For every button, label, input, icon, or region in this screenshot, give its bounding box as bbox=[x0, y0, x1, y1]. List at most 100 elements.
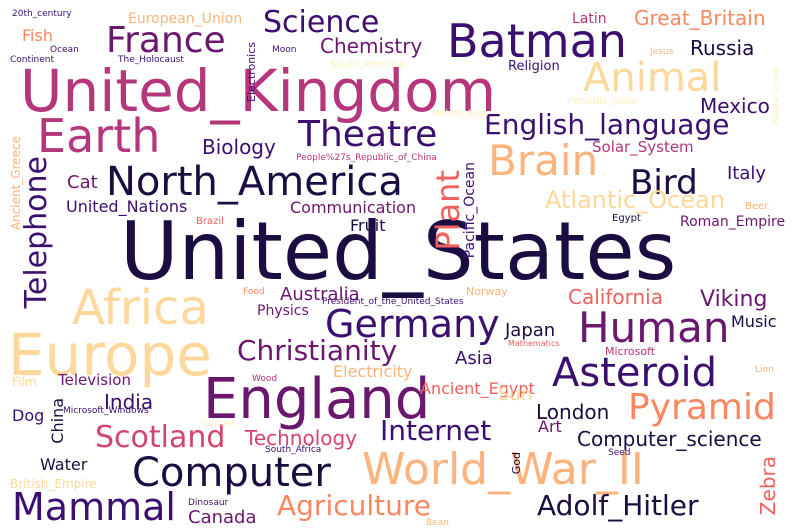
word: California bbox=[568, 285, 663, 309]
word: Mammal bbox=[12, 485, 176, 529]
word: 20th_century bbox=[12, 9, 72, 19]
word: Agriculture bbox=[277, 489, 431, 522]
word: Asteroid bbox=[552, 350, 718, 396]
word: Brazil bbox=[196, 216, 224, 227]
word: Australia bbox=[280, 284, 360, 305]
word: Computer bbox=[132, 450, 331, 496]
word: Internet bbox=[380, 414, 492, 447]
word: President_of_the_United_States bbox=[322, 297, 464, 307]
word: People%27s_Republic_of_China bbox=[296, 153, 437, 163]
word: Europe bbox=[8, 321, 212, 389]
word: Wood bbox=[252, 374, 278, 384]
word: Russia bbox=[690, 36, 755, 60]
word: Earth bbox=[37, 109, 161, 163]
word: English_language bbox=[484, 108, 730, 141]
word: Ancient_Egypt bbox=[420, 379, 535, 398]
word: Zebra bbox=[756, 456, 780, 516]
word: Physics bbox=[257, 303, 309, 319]
word: Human bbox=[578, 303, 730, 352]
word: Dinosaur bbox=[188, 498, 229, 508]
word: Electronics bbox=[245, 42, 258, 102]
word: Viking bbox=[700, 287, 768, 312]
word: Ocean bbox=[50, 45, 79, 55]
word: Science bbox=[263, 5, 380, 40]
word: God bbox=[510, 452, 523, 475]
word: Asia bbox=[455, 348, 493, 369]
word: Mexico bbox=[700, 94, 770, 118]
word: Periodic_table bbox=[568, 96, 638, 107]
word: Lion bbox=[755, 365, 774, 375]
word: Great_Britain bbox=[634, 6, 766, 30]
word: Italy bbox=[727, 163, 767, 184]
word: Theatre bbox=[298, 114, 438, 155]
word: Ancient_Greece bbox=[9, 136, 23, 231]
word: Dog bbox=[12, 406, 45, 425]
word: Pacific_Ocean bbox=[462, 162, 478, 259]
word: Norway bbox=[466, 285, 508, 298]
word: United_States bbox=[120, 205, 677, 298]
word: Seed bbox=[608, 448, 631, 458]
word: Adolf_Hitler bbox=[537, 489, 699, 522]
word: Mathematics bbox=[508, 339, 560, 348]
word: Latin bbox=[572, 11, 607, 27]
word: Communication bbox=[290, 198, 417, 217]
word: Computer_science bbox=[577, 427, 762, 451]
word: Chemistry bbox=[320, 34, 423, 58]
word: Plant bbox=[429, 170, 467, 251]
word: Biology bbox=[202, 135, 276, 159]
word: Japan bbox=[505, 320, 556, 341]
word: Technology bbox=[245, 426, 358, 450]
word: South_America bbox=[330, 59, 406, 70]
word: Batman bbox=[447, 14, 627, 68]
word: Water bbox=[40, 455, 88, 474]
word: Bean bbox=[426, 518, 449, 528]
word: Television bbox=[58, 371, 131, 389]
word: France bbox=[106, 20, 226, 61]
word: Roman_Empire bbox=[680, 214, 786, 230]
word: Telephone bbox=[19, 156, 54, 309]
word: Continent bbox=[10, 55, 54, 65]
word: Film bbox=[12, 375, 37, 389]
word: Brain bbox=[488, 136, 599, 185]
word: Atlantic_Ocean bbox=[545, 186, 726, 214]
word: Sun bbox=[498, 384, 533, 405]
word: Whale_shark bbox=[772, 68, 782, 126]
word: Germany bbox=[325, 302, 500, 346]
word: Scotland bbox=[95, 420, 226, 455]
word: Religion bbox=[508, 59, 560, 74]
word: Moon bbox=[272, 45, 297, 55]
word: Canada bbox=[188, 507, 257, 528]
word: Beer bbox=[745, 201, 769, 212]
word: United_Nations bbox=[66, 197, 188, 216]
word: Music bbox=[731, 312, 777, 331]
word: England bbox=[203, 367, 431, 432]
word: Food bbox=[243, 287, 265, 297]
word: North_America bbox=[106, 159, 403, 205]
word: India bbox=[104, 390, 154, 414]
word: Microsoft_Windows bbox=[63, 406, 149, 416]
word: United_Kingdom bbox=[20, 57, 497, 125]
word: Middle_Ages bbox=[432, 109, 489, 119]
word: Fish bbox=[22, 26, 53, 45]
word: British_Empire bbox=[10, 477, 97, 491]
word: Fruit bbox=[350, 216, 386, 235]
word: World_War_II bbox=[362, 444, 644, 495]
word: Culture bbox=[202, 419, 235, 429]
word: South_Africa bbox=[265, 445, 322, 455]
word: China bbox=[48, 398, 67, 444]
word: Christianity bbox=[237, 334, 398, 367]
word: Pyramid bbox=[628, 387, 776, 428]
word: The_Holocaust bbox=[118, 55, 184, 65]
word: Solar_System bbox=[592, 138, 694, 156]
word: Jesus bbox=[650, 47, 674, 57]
word: Animal bbox=[583, 55, 722, 101]
word: Electricity bbox=[333, 362, 413, 381]
word: London bbox=[536, 400, 610, 424]
word: Africa bbox=[72, 280, 209, 336]
word: Egypt bbox=[612, 213, 641, 224]
word: European_Union bbox=[128, 11, 243, 27]
word: Bird bbox=[630, 163, 698, 203]
word: Microsoft bbox=[605, 345, 656, 358]
word: Art bbox=[538, 417, 562, 436]
